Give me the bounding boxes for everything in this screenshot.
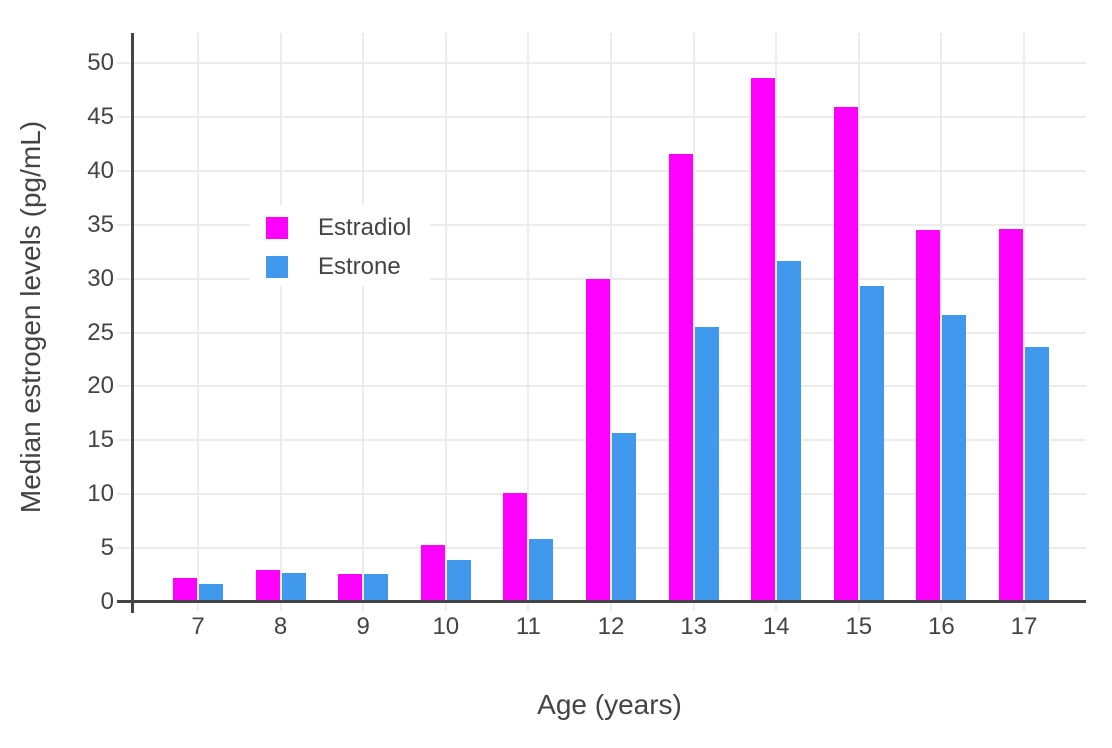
y-tick-label-5: 5 <box>100 534 114 562</box>
y-tick-label-0: 0 <box>100 588 114 615</box>
x-tick-label-13: 13 <box>680 613 707 640</box>
bar-estradiol-age-16 <box>916 230 941 602</box>
bar-estradiol-age-14 <box>751 78 776 602</box>
bar-estradiol-age-12 <box>586 278 610 602</box>
x-tick-label-10: 10 <box>432 613 460 640</box>
x-tick-label-16: 16 <box>928 613 955 640</box>
y-axis-title: Median estrogen levels (pg/mL) <box>15 120 46 514</box>
x-tick-label-8: 8 <box>273 613 288 640</box>
legend-swatch-estrone <box>266 255 288 278</box>
x-tick-label-7: 7 <box>191 613 205 640</box>
gridline-x-12 <box>610 33 612 611</box>
bar-estradiol-age-15 <box>833 107 858 602</box>
x-tick-label-15: 15 <box>845 613 873 640</box>
y-tick-label-50: 50 <box>87 49 114 76</box>
bar-estrone-age-15 <box>859 286 884 602</box>
x-axis-zero-line <box>117 600 1086 603</box>
legend-label-estrone: Estrone <box>318 252 401 280</box>
legend-item-estradiol[interactable]: Estradiol <box>250 208 430 247</box>
y-tick-label-10: 10 <box>87 480 114 508</box>
y-tick-label-15: 15 <box>87 426 114 454</box>
bar-estrone-age-17 <box>1025 346 1049 602</box>
y-tick-label-30: 30 <box>87 264 114 292</box>
bar-estradiol-age-7 <box>173 578 197 602</box>
legend-label-estradiol: Estradiol <box>318 213 412 241</box>
y-tick-label-25: 25 <box>87 318 114 346</box>
gridline-x-17 <box>1023 33 1025 611</box>
gridline-x-10 <box>444 33 447 611</box>
bar-estrone-age-10 <box>446 559 471 602</box>
bar-estradiol-age-13 <box>668 153 693 602</box>
gridline-y-45 <box>117 115 1086 118</box>
y-tick-label-45: 45 <box>87 102 114 130</box>
x-tick-label-14: 14 <box>762 613 790 640</box>
bar-estradiol-age-8 <box>255 569 280 602</box>
bar-estradiol-age-11 <box>503 493 528 602</box>
gridline-y-50 <box>117 62 1086 64</box>
x-tick-label-12: 12 <box>597 613 625 640</box>
gridline-x-7 <box>197 33 199 611</box>
gridline-x-13 <box>692 33 695 611</box>
y-tick-label-20: 20 <box>87 372 114 400</box>
x-tick-label-11: 11 <box>515 613 541 640</box>
legend: Estradiol Estrone <box>250 205 430 286</box>
bar-estradiol-age-10 <box>420 544 445 602</box>
gridline-x-16 <box>940 33 943 611</box>
y-tick-label-40: 40 <box>87 156 114 184</box>
bar-estradiol-age-17 <box>999 229 1023 602</box>
bar-estrone-age-12 <box>612 432 636 602</box>
gridline-x-8 <box>279 33 282 611</box>
bar-estrone-age-13 <box>694 327 719 602</box>
gridline-y-35 <box>117 223 1086 226</box>
gridline-x-9 <box>362 33 365 611</box>
bar-estrone-age-9 <box>364 573 389 602</box>
y-tick-label-35: 35 <box>87 210 114 238</box>
bar-estradiol-age-9 <box>338 573 363 602</box>
bar-estrone-age-16 <box>942 315 967 602</box>
bar-estrone-age-11 <box>529 539 554 602</box>
legend-item-estrone[interactable]: Estrone <box>250 247 430 286</box>
gridline-y-40 <box>117 169 1086 172</box>
bar-estrone-age-14 <box>777 261 802 602</box>
bar-estrone-age-8 <box>281 572 306 602</box>
gridline-x-11 <box>527 33 530 611</box>
x-tick-label-17: 17 <box>1010 613 1038 640</box>
bar-estrone-age-7 <box>199 583 223 602</box>
gridline-x-15 <box>857 33 860 611</box>
x-axis-title: Age (years) <box>537 689 682 720</box>
gridline-x-14 <box>775 33 778 611</box>
legend-swatch-estradiol <box>266 216 288 239</box>
x-tick-label-9: 9 <box>356 613 370 640</box>
y-axis-line <box>131 33 134 613</box>
